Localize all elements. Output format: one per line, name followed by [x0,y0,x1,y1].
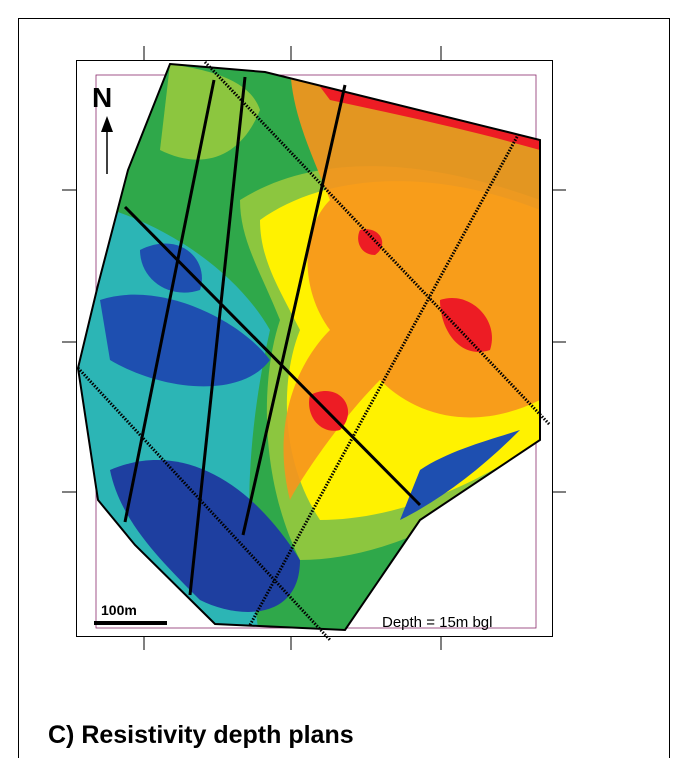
north-label: N [92,82,112,113]
scale-label: 100m [101,602,137,618]
page: N 100m Depth = 15m bgl C) Resistivity de… [0,0,688,758]
figure: N 100m Depth = 15m bgl C) Resistivity de… [0,0,688,758]
caption: C) Resistivity depth plans [48,721,354,749]
depth-label: Depth = 15m bgl [382,614,493,631]
north-arrowhead [101,116,113,132]
scale-bar [94,621,167,625]
